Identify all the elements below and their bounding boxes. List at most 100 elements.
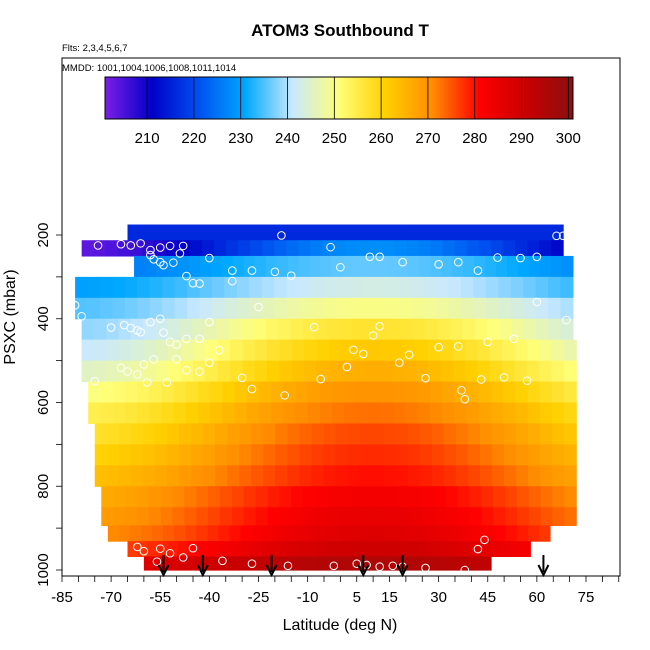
field-cell (368, 381, 382, 404)
obs-point (139, 546, 149, 556)
field-cell (299, 297, 313, 320)
field-cell (275, 423, 288, 445)
field-cell (341, 339, 355, 362)
field-cell (269, 224, 281, 241)
field-cell (118, 339, 132, 362)
field-cell (236, 224, 248, 241)
field-cell (251, 525, 264, 542)
field-cell (221, 556, 232, 571)
field-cell (322, 240, 335, 257)
field-cell (283, 402, 297, 425)
field-cell (196, 525, 208, 542)
field-cell (479, 423, 493, 445)
field-cell (302, 318, 316, 341)
obs-point (522, 376, 532, 386)
profile-arrow-head (196, 564, 209, 578)
field-cell (519, 224, 532, 241)
obs-point (188, 278, 198, 288)
field-cell (217, 360, 231, 383)
field-cell (491, 465, 505, 487)
obs-point (93, 241, 103, 250)
field-cell (224, 297, 238, 320)
field-cell (323, 423, 337, 445)
obs-point (286, 271, 296, 280)
obs-point (558, 231, 568, 241)
obs-point (421, 373, 430, 383)
field-cell (130, 423, 144, 445)
field-cell (221, 255, 234, 278)
field-cell (180, 339, 194, 362)
obs-point (123, 367, 132, 376)
field-cell (81, 240, 95, 257)
field-cell (371, 444, 385, 466)
field-cell (323, 224, 335, 241)
field-cell (211, 297, 226, 320)
field-cell (271, 381, 284, 404)
field-cell (563, 381, 577, 404)
x-tick-label: -55 (149, 589, 171, 606)
field-cell (371, 423, 385, 445)
field-cell (436, 297, 450, 320)
field-cell (192, 360, 206, 383)
field-cell (113, 486, 126, 508)
field-cell (242, 339, 256, 362)
field-cell (148, 507, 162, 527)
field-cell (504, 507, 518, 527)
field-cell (179, 423, 192, 445)
field-cell (87, 276, 101, 299)
field-cell (157, 541, 169, 557)
field-cell (362, 525, 374, 542)
field-cell (308, 556, 319, 571)
field-cell (394, 240, 408, 257)
field-cell (131, 360, 145, 383)
field-cell (279, 507, 292, 527)
field-cell (242, 360, 256, 383)
field-cell (328, 360, 342, 383)
field-cell (274, 276, 288, 299)
field-cell (529, 255, 541, 278)
field-cell (149, 224, 161, 241)
field-cell (386, 276, 400, 299)
field-cell (474, 318, 488, 341)
field-cell (472, 525, 485, 542)
field-cell (464, 556, 475, 571)
obs-point (532, 252, 542, 262)
field-cell (137, 402, 150, 425)
field-cell (393, 381, 406, 404)
field-cell (222, 381, 236, 404)
field-cell (155, 339, 169, 362)
dates-note: MMDD: 1001,1004,1006,1008,1011,1014 (62, 63, 236, 74)
field-cell (450, 318, 463, 341)
field-cell (510, 276, 524, 299)
field-cell (265, 318, 279, 341)
field-cell (348, 276, 362, 299)
field-cell (239, 465, 252, 487)
field-cell (409, 486, 423, 508)
field-cell (124, 276, 138, 299)
field-cell (127, 541, 139, 557)
field-cell (421, 507, 435, 527)
field-cell (316, 360, 330, 383)
field-cell (508, 224, 521, 241)
field-cell (254, 360, 268, 383)
field-cell (407, 423, 421, 445)
obs-point (247, 266, 257, 275)
field-cell (417, 525, 429, 542)
field-cell (299, 444, 312, 466)
field-cell (275, 465, 288, 487)
field-cell (251, 423, 264, 445)
field-cell (161, 402, 175, 425)
obs-point (473, 266, 483, 275)
field-cell (180, 360, 194, 383)
y-axis: 200 400 600 800 1000 (35, 222, 62, 587)
field-cell (137, 381, 150, 404)
field-cell (356, 402, 370, 425)
field-cell (467, 465, 481, 487)
field-cell (106, 339, 120, 362)
field-cell (334, 556, 345, 571)
field-cell (347, 465, 361, 487)
field-cell (249, 297, 263, 320)
field-cell (341, 360, 355, 383)
obs-point (349, 345, 358, 355)
obs-point (326, 242, 335, 252)
